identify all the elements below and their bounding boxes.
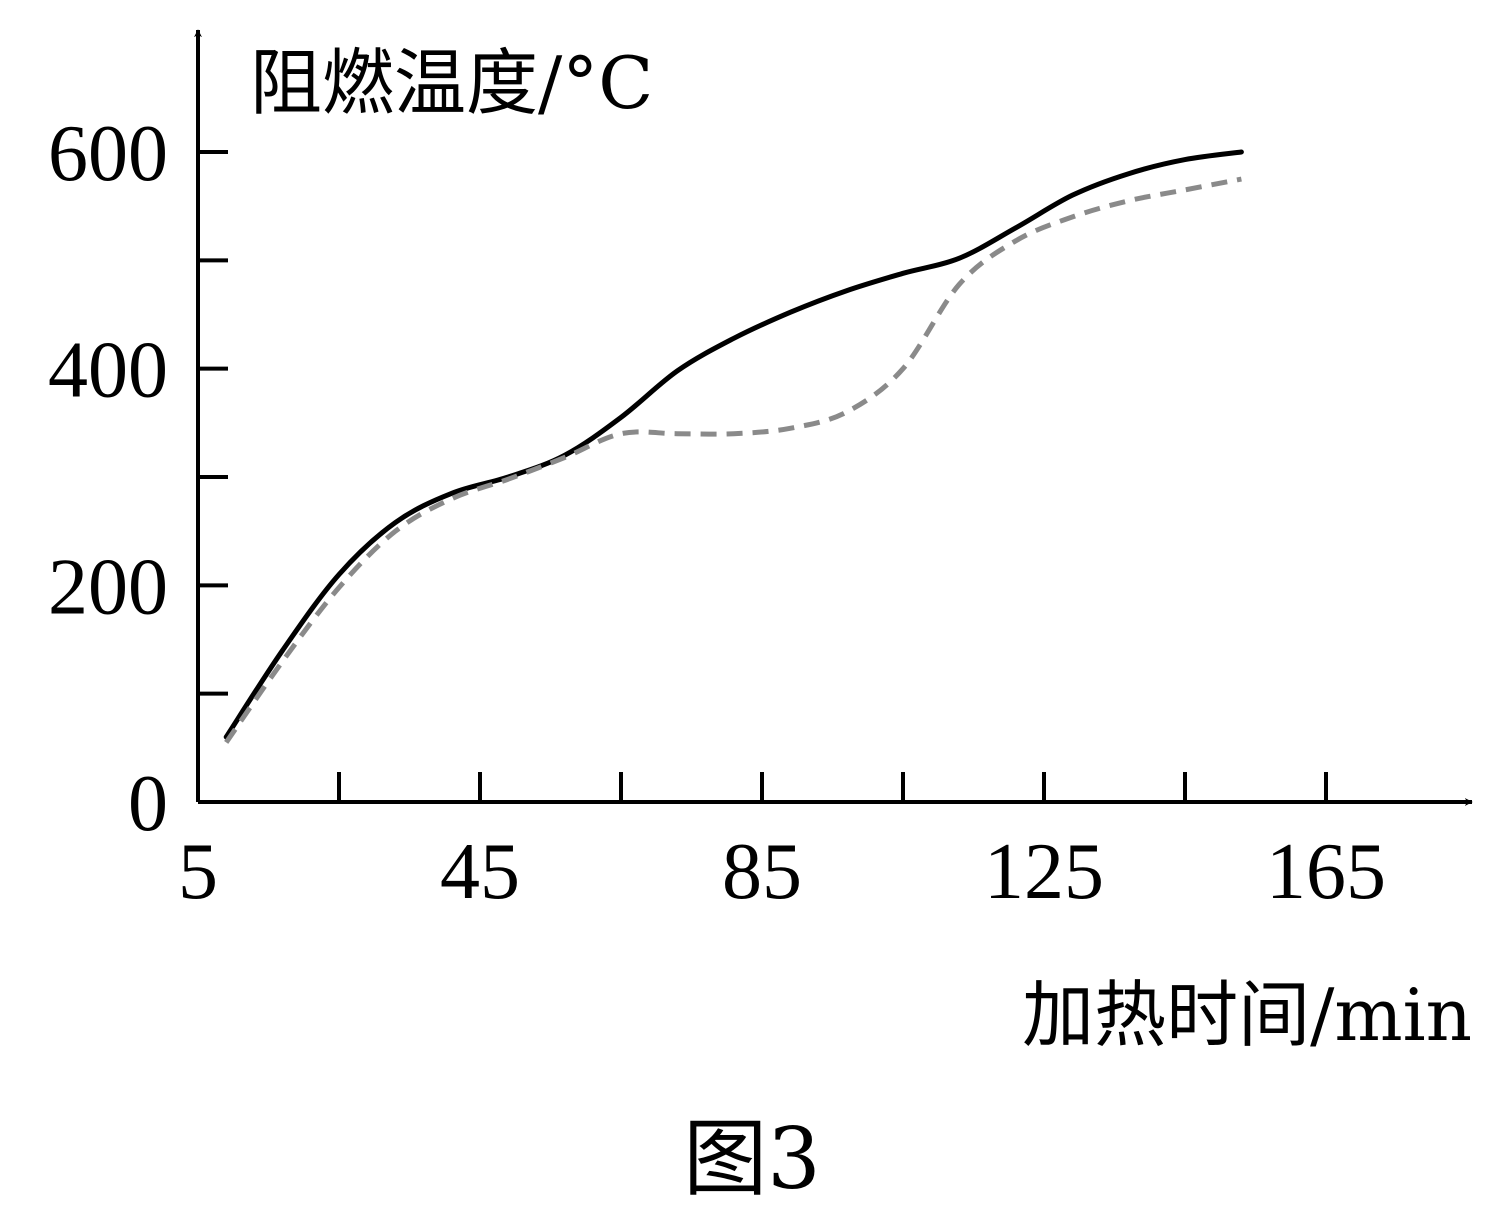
axis-ticks [198,150,1328,802]
y-tick-label-600: 600 [48,110,168,198]
x-axis-title: 加热时间/min [1022,973,1472,1057]
x-tick-label-5: 5 [178,828,218,916]
y-tick-label-400: 400 [48,327,168,415]
solid-series-line [223,149,1244,740]
y-tick-label-200: 200 [48,543,168,631]
x-tick-label-165: 165 [1266,828,1386,916]
series-layer [223,149,1244,744]
figure-caption: 图3 [683,1110,820,1208]
dashed-series-line [224,176,1242,744]
y-tick-label-0: 0 [128,760,168,848]
x-tick-label-45: 45 [440,828,520,916]
x-tick-label-85: 85 [722,828,802,916]
y-axis-title: 阻燃温度/°C [250,41,653,125]
x-tick-label-125: 125 [984,828,1104,916]
axis-tick-labels: 5 45 85 125 165 0 200 400 600 [48,110,1386,916]
